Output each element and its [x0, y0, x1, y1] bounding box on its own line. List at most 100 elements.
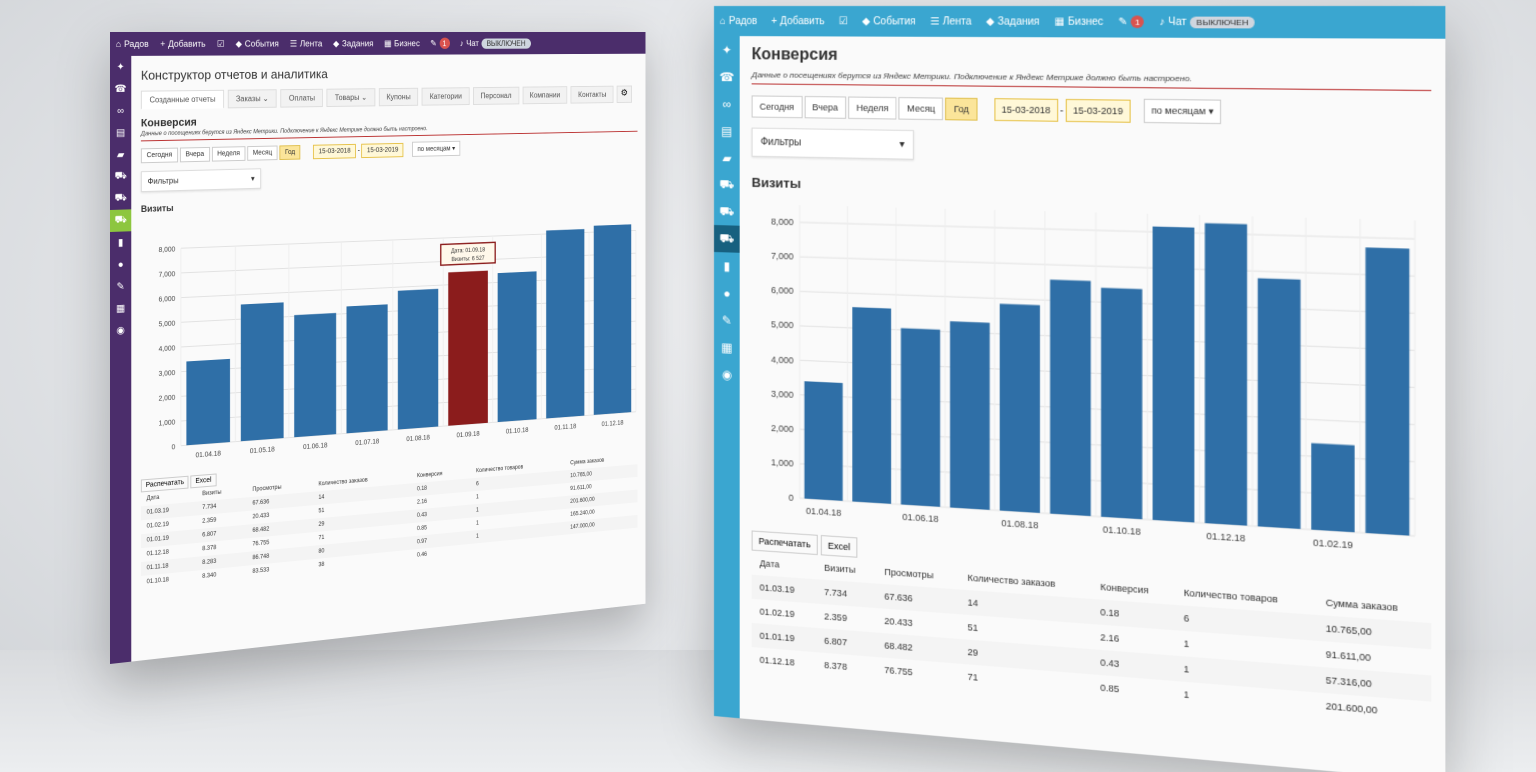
documents-icon[interactable]: ▤: [714, 117, 740, 144]
check-button[interactable]: ☑: [217, 38, 225, 49]
wrench-icon[interactable]: ✎: [714, 306, 740, 334]
bar: [852, 307, 891, 504]
home-link[interactable]: ⌂ Радов: [116, 39, 149, 49]
table-cell: 8.378: [816, 652, 876, 681]
chat-toggle[interactable]: ♪ Чат ВЫКЛЮЧЕН: [460, 38, 531, 48]
documents-icon[interactable]: ▤: [110, 122, 131, 144]
period-week-button[interactable]: Неделя: [212, 146, 246, 161]
contacts-icon[interactable]: ☎: [110, 78, 131, 100]
home-link[interactable]: ⌂ Радов: [720, 16, 757, 27]
tab-payments[interactable]: Оплаты: [281, 89, 323, 108]
bar: [448, 271, 488, 426]
tab-coupons[interactable]: Купоны: [379, 88, 419, 107]
calculator-icon[interactable]: ▦: [110, 297, 131, 320]
period-month-button[interactable]: Месяц: [899, 97, 944, 120]
add-button[interactable]: + Добавить: [771, 16, 824, 27]
bar: [1050, 280, 1091, 516]
back-app-window: ⌂ Радов + Добавить ☑ ◆ События ☰ Лента ◆ Зада…: [110, 32, 645, 664]
x-tick-label: 01.10.18: [1103, 524, 1141, 537]
cart-icon[interactable]: ⛟: [110, 165, 131, 188]
gear-icon[interactable]: ⚙: [617, 86, 632, 103]
chat-toggle[interactable]: ♪ Чат ВЫКЛЮЧЕН: [1159, 16, 1255, 28]
tasks-link[interactable]: ◆ Задания: [986, 16, 1039, 28]
period-week-button[interactable]: Неделя: [848, 96, 897, 119]
date-to-input[interactable]: 15-03-2019: [362, 142, 404, 157]
pin-icon[interactable]: ✦: [110, 56, 131, 78]
user-icon[interactable]: ●: [110, 253, 131, 276]
feed-link[interactable]: ☰ Лента: [930, 16, 971, 27]
period-today-button[interactable]: Сегодня: [141, 147, 178, 163]
grouping-select[interactable]: по месяцам ▾: [1144, 99, 1222, 124]
x-tick-label: 01.10.18: [506, 427, 529, 435]
filters-dropdown[interactable]: Фильтры ▾: [141, 168, 261, 192]
period-year-button[interactable]: Год: [946, 97, 978, 120]
add-button[interactable]: + Добавить: [160, 39, 205, 49]
notification-badge: 1: [439, 38, 449, 49]
check-button[interactable]: ☑: [839, 16, 848, 27]
date-to-input[interactable]: 15-03-2019: [1066, 98, 1131, 122]
user-icon[interactable]: ●: [714, 279, 740, 307]
date-from-input[interactable]: 15-03-2018: [313, 143, 356, 158]
diamond-icon: ◆: [986, 16, 994, 27]
events-link[interactable]: ◆ События: [862, 16, 915, 27]
table-cell: 76.755: [876, 657, 959, 688]
business-link[interactable]: ▦ Бизнес: [1055, 16, 1104, 28]
link-icon[interactable]: ∞: [714, 90, 740, 117]
tab-categories[interactable]: Категории: [422, 87, 470, 105]
tab-orders[interactable]: Заказы ⌄: [228, 89, 277, 108]
cart-icon[interactable]: ⛟: [714, 171, 740, 199]
period-year-button[interactable]: Год: [279, 145, 300, 160]
bar: [1101, 288, 1142, 520]
comment-icon[interactable]: ▰: [110, 144, 131, 166]
link-icon[interactable]: ∞: [110, 100, 131, 122]
y-tick-label: 3,000: [159, 370, 176, 378]
feed-link[interactable]: ☰ Лента: [290, 38, 323, 49]
x-tick-label: 01.12.18: [1206, 531, 1245, 544]
tab-companies[interactable]: Компании: [522, 86, 567, 104]
tab-created-reports[interactable]: Созданные отчеты: [141, 90, 224, 110]
reports-icon[interactable]: ⛟: [714, 225, 740, 253]
cart-alt-icon[interactable]: ⛟: [714, 198, 740, 226]
tasks-link[interactable]: ◆ Задания: [333, 38, 373, 49]
excel-button[interactable]: Excel: [821, 535, 858, 558]
tools-button[interactable]: ✎ 1: [430, 38, 449, 49]
y-tick-label: 7,000: [159, 271, 176, 279]
y-tick-label: 4,000: [159, 345, 176, 353]
period-yesterday-button[interactable]: Вчера: [180, 146, 210, 161]
calculator-icon[interactable]: ▦: [714, 333, 740, 361]
table-cell: 01.12.18: [752, 647, 817, 676]
cart-alt-icon[interactable]: ⛟: [110, 187, 131, 210]
date-separator: -: [358, 147, 360, 154]
bar-chart-icon[interactable]: ▮: [110, 231, 131, 254]
y-tick-label: 8,000: [159, 246, 176, 254]
wrench-icon[interactable]: ✎: [110, 275, 131, 298]
bar-chart-icon[interactable]: ▮: [714, 252, 740, 280]
checkbox-icon: ☑: [839, 16, 848, 27]
tab-staff[interactable]: Персонал: [473, 87, 519, 105]
filters-dropdown[interactable]: Фильтры ▾: [752, 128, 914, 160]
tools-button[interactable]: ✎ 1: [1118, 15, 1144, 28]
period-month-button[interactable]: Месяц: [247, 145, 277, 160]
period-yesterday-button[interactable]: Вчера: [804, 96, 846, 119]
plus-icon: +: [160, 39, 165, 49]
period-today-button[interactable]: Сегодня: [752, 95, 803, 118]
comment-icon[interactable]: ▰: [714, 144, 740, 172]
y-tick-label: 6,000: [159, 296, 176, 304]
x-tick-label: 01.08.18: [1001, 518, 1038, 531]
business-link[interactable]: ▦ Бизнес: [384, 38, 420, 49]
plus-icon: +: [771, 16, 777, 27]
reports-icon[interactable]: ⛟: [110, 209, 131, 232]
events-link[interactable]: ◆ События: [236, 38, 279, 49]
date-from-input[interactable]: 15-03-2018: [994, 98, 1058, 122]
pin-icon[interactable]: ✦: [714, 36, 740, 63]
excel-button[interactable]: Excel: [191, 473, 216, 488]
tab-contacts[interactable]: Контакты: [571, 86, 614, 104]
contacts-icon[interactable]: ☎: [714, 63, 740, 90]
tab-products[interactable]: Товары ⌄: [327, 88, 375, 107]
date-separator: -: [1060, 105, 1063, 115]
x-tick-label: 01.07.18: [355, 438, 379, 447]
bar: [804, 381, 842, 501]
help-icon[interactable]: ◉: [714, 360, 740, 388]
grouping-select[interactable]: по месяцам ▾: [412, 141, 460, 157]
help-icon[interactable]: ◉: [110, 319, 131, 342]
